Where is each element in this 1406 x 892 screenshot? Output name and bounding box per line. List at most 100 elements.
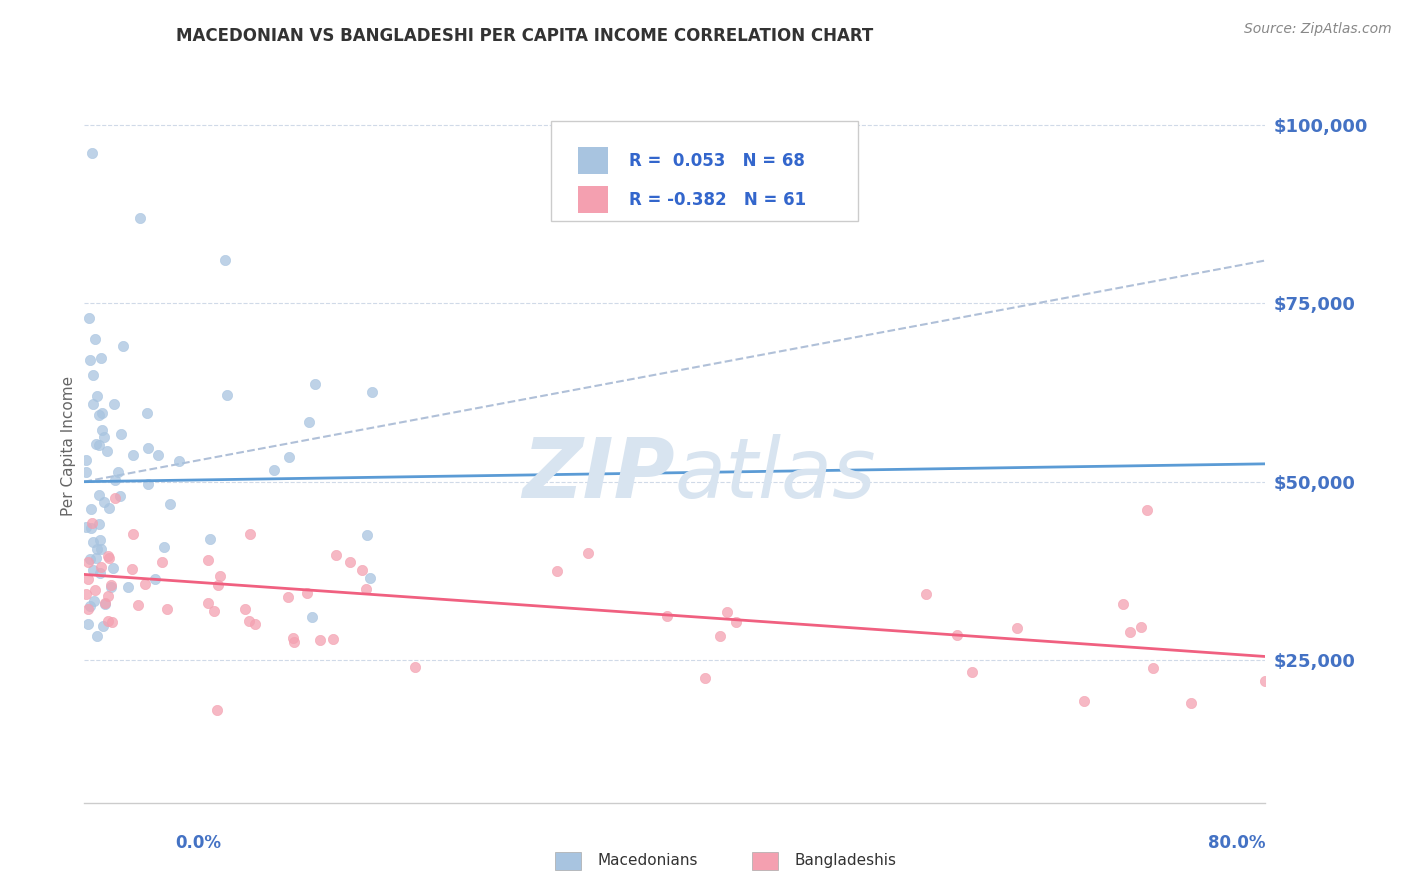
Point	[308, 633, 330, 648]
Point	[75, 520, 97, 534]
Point	[1136, 503, 1159, 517]
Point	[359, 571, 381, 585]
Point	[89, 566, 111, 580]
Point	[136, 441, 159, 455]
Point	[79, 353, 101, 368]
Point	[97, 550, 120, 565]
Point	[80, 502, 103, 516]
Text: Source: ZipAtlas.com: Source: ZipAtlas.com	[1244, 22, 1392, 37]
Point	[159, 497, 181, 511]
Point	[576, 546, 599, 560]
Point	[103, 397, 125, 411]
Point	[263, 463, 285, 477]
Point	[1142, 661, 1164, 675]
Point	[136, 477, 159, 491]
Point	[339, 555, 361, 569]
Point	[80, 146, 103, 161]
Point	[117, 581, 139, 595]
Point	[205, 703, 228, 717]
Text: atlas: atlas	[675, 434, 876, 515]
Point	[75, 453, 97, 467]
Point	[215, 388, 238, 402]
Point	[79, 552, 101, 566]
Point	[404, 660, 426, 674]
Point	[79, 599, 101, 613]
Point	[90, 351, 112, 365]
Point	[84, 436, 107, 450]
Point	[89, 438, 111, 452]
Text: R =  0.053   N = 68: R = 0.053 N = 68	[628, 152, 804, 169]
Point	[101, 561, 124, 575]
Point	[76, 572, 98, 586]
Point	[148, 449, 170, 463]
Point	[110, 490, 132, 504]
Text: 80.0%: 80.0%	[1208, 834, 1265, 852]
Point	[546, 564, 568, 578]
Point	[97, 500, 120, 515]
FancyBboxPatch shape	[551, 121, 858, 221]
Point	[1254, 674, 1277, 689]
Point	[91, 619, 114, 633]
Point	[110, 426, 132, 441]
Point	[1129, 619, 1152, 633]
Text: ZIP: ZIP	[522, 434, 675, 515]
Text: Macedonians: Macedonians	[598, 854, 697, 868]
Point	[197, 553, 219, 567]
Point	[167, 454, 190, 468]
Point	[90, 560, 112, 574]
Point	[87, 487, 110, 501]
Point	[112, 338, 135, 352]
Point	[122, 526, 145, 541]
Point	[91, 423, 114, 437]
Point	[360, 384, 382, 399]
Point	[96, 444, 118, 458]
Point	[100, 580, 122, 594]
Point	[82, 368, 104, 382]
Point	[322, 632, 344, 647]
Point	[136, 406, 159, 420]
Point	[83, 582, 105, 597]
Point	[304, 377, 326, 392]
Point	[86, 551, 108, 566]
Point	[655, 609, 678, 624]
Text: MACEDONIAN VS BANGLADESHI PER CAPITA INCOME CORRELATION CHART: MACEDONIAN VS BANGLADESHI PER CAPITA INC…	[176, 27, 873, 45]
Point	[127, 598, 149, 612]
Point	[724, 615, 747, 630]
Point	[80, 521, 103, 535]
Point	[94, 597, 117, 611]
Point	[277, 590, 299, 604]
Point	[82, 534, 104, 549]
Point	[83, 594, 105, 608]
Point	[134, 576, 156, 591]
Y-axis label: Per Capita Income: Per Capita Income	[60, 376, 76, 516]
Text: R = -0.382   N = 61: R = -0.382 N = 61	[628, 191, 806, 209]
Point	[100, 615, 122, 629]
Point	[209, 569, 232, 583]
Point	[283, 634, 305, 648]
Point	[77, 310, 100, 325]
Point	[197, 596, 219, 610]
Point	[93, 430, 115, 444]
Point	[100, 578, 122, 592]
Point	[207, 577, 229, 591]
Point	[281, 632, 304, 646]
Point	[90, 406, 112, 420]
Point	[350, 564, 373, 578]
Point	[86, 628, 108, 642]
Point	[94, 596, 117, 610]
Point	[239, 527, 262, 541]
Point	[145, 572, 167, 586]
Point	[76, 601, 98, 615]
Point	[75, 466, 97, 480]
Point	[156, 602, 179, 616]
Point	[83, 332, 105, 346]
Point	[243, 616, 266, 631]
Text: Bangladeshis: Bangladeshis	[794, 854, 897, 868]
Bar	[578, 186, 607, 213]
Point	[76, 587, 98, 601]
Point	[695, 672, 717, 686]
Point	[325, 548, 347, 562]
Point	[301, 610, 323, 624]
Point	[107, 465, 129, 479]
Point	[129, 211, 152, 225]
